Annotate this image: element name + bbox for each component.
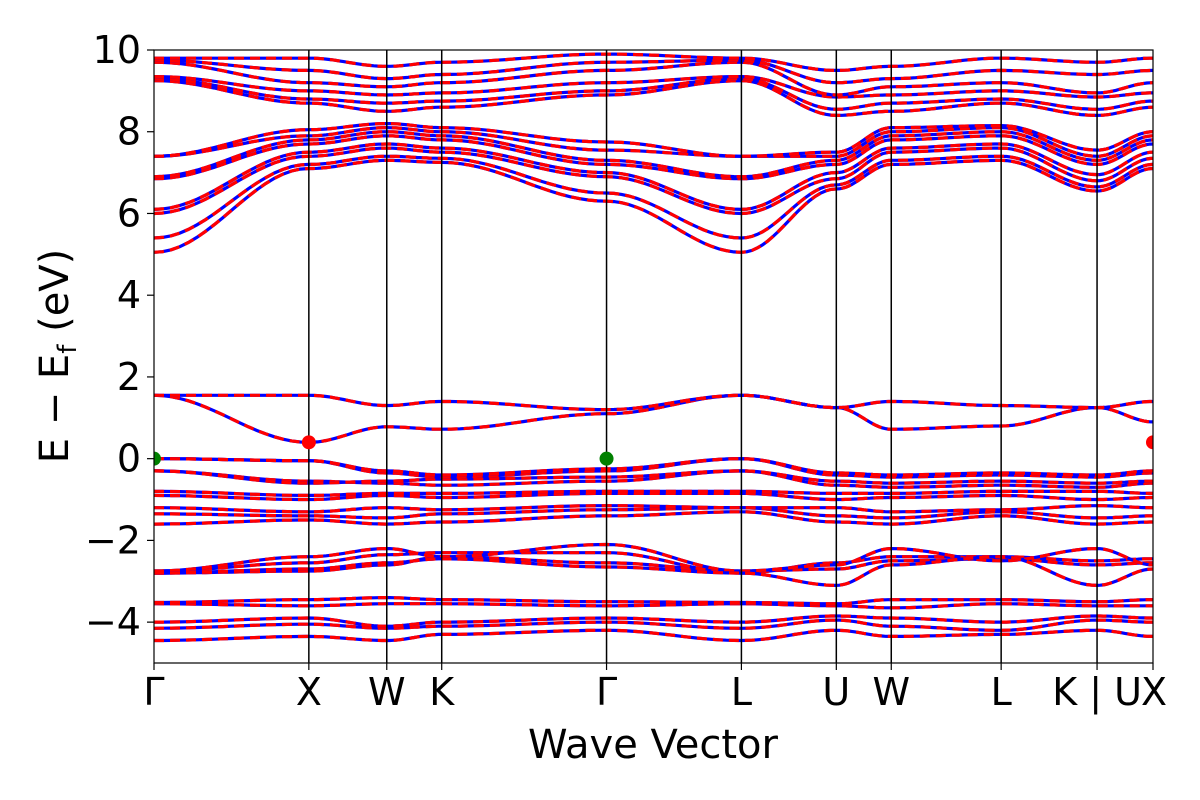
x-axis-label: Wave Vector — [528, 722, 779, 768]
plot-frame — [153, 49, 1154, 664]
x-tick-label: W — [368, 670, 406, 714]
x-tick-label: L — [991, 670, 1012, 714]
band-line-spin-down — [154, 457, 1153, 477]
band-line-spin-down — [154, 78, 1153, 118]
band-line-spin-down — [154, 142, 1153, 212]
x-tick-label: X — [1141, 670, 1167, 714]
band-line-spin-up — [154, 393, 1153, 444]
band-line-spin-down — [154, 555, 1153, 575]
band-line-spin-down — [154, 510, 1153, 526]
band-line-spin-down — [154, 602, 1153, 610]
y-axis-label-unit: (eV) — [32, 249, 78, 345]
band-line-spin-down — [154, 154, 1153, 240]
band-lines — [154, 52, 1153, 643]
band-line-spin-down — [154, 457, 1153, 479]
band-line-spin-down — [154, 393, 1153, 444]
x-tick-label: K — [429, 670, 455, 714]
y-tick-label: 2 — [117, 355, 141, 399]
y-tick-label: −4 — [85, 600, 141, 644]
vbm-marker — [599, 451, 614, 466]
band-line-spin-down — [154, 469, 1153, 489]
y-axis-label: E − Ef (eV) — [32, 249, 83, 464]
x-tick-label: L — [731, 670, 752, 714]
band-line-spin-down — [154, 125, 1153, 158]
band-line-spin-down — [154, 628, 1153, 643]
band-edge-markers — [154, 435, 1153, 466]
y-axis-ticks: −4 −2 0 2 4 6 8 10 — [85, 28, 154, 644]
vbm-marker — [154, 451, 161, 466]
band-line-spin-down — [154, 76, 1153, 111]
x-tick-label: Γ — [596, 670, 617, 714]
band-line-spin-down — [154, 555, 1153, 588]
kpoint-divider-lines — [308, 50, 1098, 663]
band-line-spin-down — [154, 469, 1153, 485]
y-tick-label: 8 — [117, 110, 141, 154]
y-tick-label: 6 — [117, 191, 141, 235]
x-tick-label: U — [822, 670, 850, 714]
band-line-spin-down — [154, 60, 1153, 97]
band-line-spin-down — [154, 618, 1153, 632]
band-line-spin-down — [154, 506, 1153, 520]
band-line-spin-down — [154, 614, 1153, 628]
x-tick-label: W — [872, 670, 910, 714]
cbm-marker — [301, 435, 316, 450]
band-line-spin-down — [154, 393, 1153, 412]
cbm-marker — [1146, 435, 1153, 450]
y-axis-label-subscript: f — [53, 344, 83, 354]
y-axis-label-main: E − E — [32, 354, 78, 464]
y-tick-label: 4 — [117, 273, 141, 317]
band-line-spin-down — [154, 75, 1153, 99]
band-line-spin-down — [154, 58, 1153, 85]
x-tick-label: Γ — [143, 670, 164, 714]
y-tick-label: −2 — [85, 518, 141, 562]
x-tick-label: X — [296, 670, 322, 714]
band-line-spin-down — [154, 52, 1153, 72]
y-tick-label: 10 — [93, 28, 141, 72]
y-tick-label: 0 — [117, 437, 141, 481]
x-tick-label: K | U — [1052, 670, 1142, 715]
